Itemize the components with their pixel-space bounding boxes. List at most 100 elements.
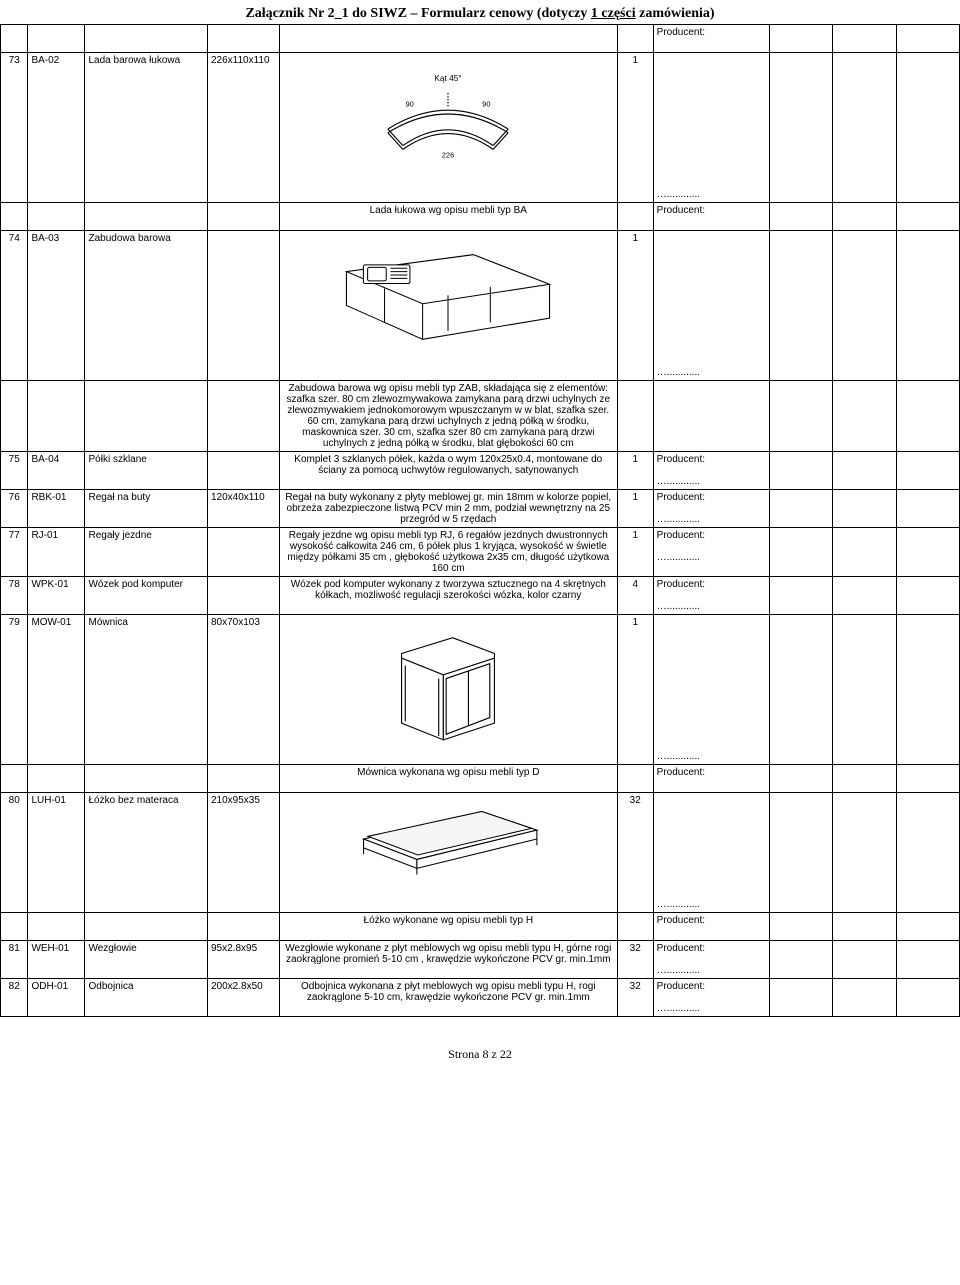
row-name: Regał na buty xyxy=(85,490,208,528)
row-qty: 1 xyxy=(617,231,653,381)
cell-empty xyxy=(85,765,208,793)
producer-cell: Producent: xyxy=(653,203,769,231)
row-dim xyxy=(207,528,279,577)
row-name: Odbojnica xyxy=(85,979,208,1017)
cell-empty xyxy=(833,452,896,490)
row-qty: 1 xyxy=(617,490,653,528)
cell-empty xyxy=(833,203,896,231)
row-lp: 76 xyxy=(1,490,28,528)
cell-empty xyxy=(833,577,896,615)
table-row: Lada łukowa wg opisu mebli typ BA Produc… xyxy=(1,203,960,231)
cell-empty xyxy=(833,913,896,941)
row-dim xyxy=(207,452,279,490)
row-dim: 95x2.8x95 xyxy=(207,941,279,979)
row-dim xyxy=(207,231,279,381)
row-name: Zabudowa barowa xyxy=(85,231,208,381)
row-name: Łóżko bez materaca xyxy=(85,793,208,913)
cell-empty xyxy=(207,381,279,452)
producer-cell: …............ xyxy=(653,793,769,913)
cell-empty xyxy=(207,765,279,793)
cell-empty xyxy=(207,203,279,231)
row-name: Wózek pod komputer xyxy=(85,577,208,615)
producer-cell xyxy=(653,381,769,452)
row-desc xyxy=(279,231,617,381)
producer-cell: …............ xyxy=(653,53,769,203)
cell-empty xyxy=(833,765,896,793)
row-qty: 1 xyxy=(617,53,653,203)
producer-cell: Producent:…............ xyxy=(653,577,769,615)
svg-text:90: 90 xyxy=(482,99,490,108)
cell-empty xyxy=(833,793,896,913)
cell-empty xyxy=(617,765,653,793)
row-name: Półki szklane xyxy=(85,452,208,490)
cell-empty xyxy=(85,25,208,53)
cell-empty xyxy=(769,528,832,577)
cell-empty xyxy=(833,231,896,381)
row-lp: 82 xyxy=(1,979,28,1017)
producer-cell: Producent:…............ xyxy=(653,979,769,1017)
svg-text:90: 90 xyxy=(406,99,414,108)
row-lp: 77 xyxy=(1,528,28,577)
cell-empty xyxy=(207,913,279,941)
row-code: BA-03 xyxy=(28,231,85,381)
row-desc: Komplet 3 szklanych półek, każda o wym 1… xyxy=(279,452,617,490)
row-lp: 78 xyxy=(1,577,28,615)
cell-empty xyxy=(896,452,959,490)
cell-empty xyxy=(896,231,959,381)
row-name: Lada barowa łukowa xyxy=(85,53,208,203)
row-lp: 79 xyxy=(1,615,28,765)
row-dim: 200x2.8x50 xyxy=(207,979,279,1017)
row-dim: 226x110x110 xyxy=(207,53,279,203)
cell-empty xyxy=(769,913,832,941)
row-code: WPK-01 xyxy=(28,577,85,615)
row-name: Regały jezdne xyxy=(85,528,208,577)
row-desc-after: Zabudowa barowa wg opisu mebli typ ZAB, … xyxy=(279,381,617,452)
row-desc-after: Lada łukowa wg opisu mebli typ BA xyxy=(279,203,617,231)
table-row: 80 LUH-01 Łóżko bez materaca 210x95x35 3… xyxy=(1,793,960,913)
row-code: RJ-01 xyxy=(28,528,85,577)
row-desc xyxy=(279,793,617,913)
producer-cell: Producent:…............ xyxy=(653,528,769,577)
cell-empty xyxy=(896,913,959,941)
producer-cell: Producent: xyxy=(653,765,769,793)
cell-empty xyxy=(896,577,959,615)
cell-empty xyxy=(1,25,28,53)
row-desc: Wózek pod komputer wykonany z tworzywa s… xyxy=(279,577,617,615)
row-qty: 1 xyxy=(617,528,653,577)
cell-empty xyxy=(28,203,85,231)
row-name: Mównica xyxy=(85,615,208,765)
bed-diagram-icon xyxy=(348,799,548,879)
cell-empty xyxy=(833,53,896,203)
cell-empty xyxy=(896,381,959,452)
table-row: 78 WPK-01 Wózek pod komputer Wózek pod k… xyxy=(1,577,960,615)
counter-diagram-icon xyxy=(338,237,558,357)
cell-empty xyxy=(769,53,832,203)
row-desc: Regały jezdne wg opisu mebli typ RJ, 6 r… xyxy=(279,528,617,577)
cell-empty xyxy=(833,381,896,452)
producer-cell: Producent:…............ xyxy=(653,490,769,528)
cell-empty xyxy=(896,979,959,1017)
cell-empty xyxy=(769,203,832,231)
cell-empty xyxy=(896,793,959,913)
row-desc: Regał na buty wykonany z płyty meblowej … xyxy=(279,490,617,528)
row-code: ODH-01 xyxy=(28,979,85,1017)
cell-empty xyxy=(28,381,85,452)
producer-cell: Producent: xyxy=(653,25,769,53)
cell-empty xyxy=(896,25,959,53)
row-dim xyxy=(207,577,279,615)
lectern-diagram-icon xyxy=(383,621,513,751)
cell-empty xyxy=(769,381,832,452)
cell-empty xyxy=(833,528,896,577)
row-qty: 1 xyxy=(617,615,653,765)
row-name: Wezgłowie xyxy=(85,941,208,979)
cell-empty xyxy=(896,490,959,528)
row-lp: 80 xyxy=(1,793,28,913)
page-footer: Strona 8 z 22 xyxy=(0,1047,960,1062)
row-code: RBK-01 xyxy=(28,490,85,528)
row-qty: 32 xyxy=(617,979,653,1017)
row-desc xyxy=(279,615,617,765)
page-title: Załącznik Nr 2_1 do SIWZ – Formularz cen… xyxy=(0,0,960,24)
cell-empty xyxy=(833,615,896,765)
row-lp: 73 xyxy=(1,53,28,203)
row-lp: 74 xyxy=(1,231,28,381)
